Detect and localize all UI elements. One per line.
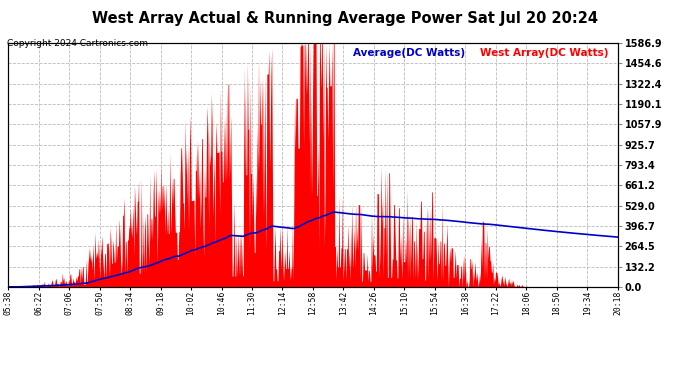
Text: Average(DC Watts): Average(DC Watts) — [353, 48, 464, 58]
Text: Copyright 2024 Cartronics.com: Copyright 2024 Cartronics.com — [7, 39, 148, 48]
Text: West Array Actual & Running Average Power Sat Jul 20 20:24: West Array Actual & Running Average Powe… — [92, 11, 598, 26]
Text: West Array(DC Watts): West Array(DC Watts) — [480, 48, 609, 58]
